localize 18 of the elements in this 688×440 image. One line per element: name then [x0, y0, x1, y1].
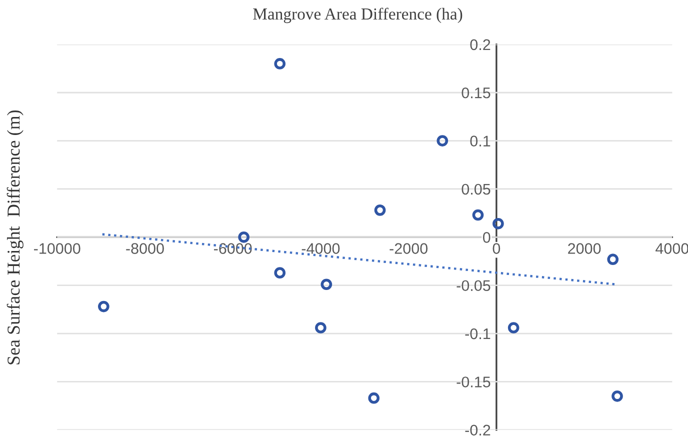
y-tick-label: 0.1	[470, 136, 490, 146]
y-tick-label: -0.05	[456, 280, 490, 292]
x-tick-label: -4000	[302, 243, 340, 254]
y-tick-label: 0	[482, 232, 490, 243]
y-tick-label: -0.15	[456, 376, 490, 388]
y-axis-title: Sea Surface Height Difference (m)	[6, 110, 24, 364]
x-tick-label: -8000	[126, 243, 164, 254]
x-tick-label: -10000	[34, 243, 80, 254]
x-tick-label: -2000	[390, 243, 428, 254]
y-tick-label: 0.15	[462, 87, 490, 98]
y-tick-label: -0.2	[465, 424, 490, 436]
y-tick-label: 0.05	[462, 184, 490, 195]
x-tick-label: -6000	[214, 243, 252, 254]
x-axis-title: Mangrove Area Difference (ha)	[253, 8, 462, 24]
y-tick-label: -0.1	[465, 328, 490, 340]
x-tick-label: 0	[492, 243, 500, 254]
y-tick-label: 0.2	[470, 39, 490, 50]
x-tick-label: 2000	[568, 243, 601, 254]
